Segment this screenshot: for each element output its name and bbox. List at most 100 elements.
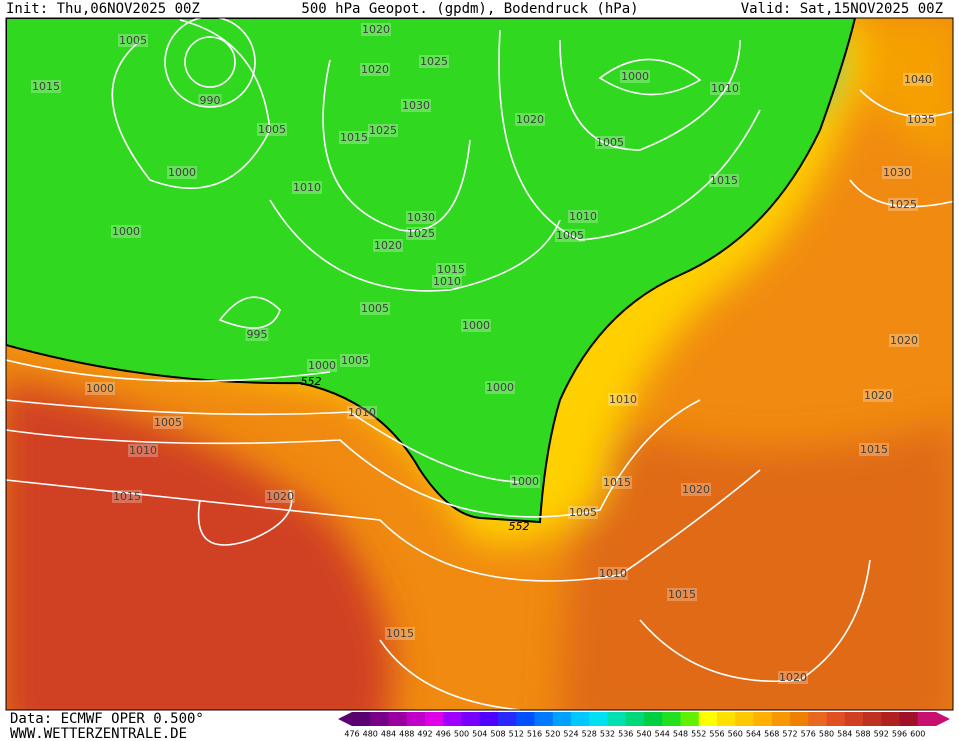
colorbar-cell [899, 712, 919, 726]
isobar-label: 1010 [129, 444, 157, 457]
isobar-label-bg [360, 302, 390, 315]
isobar-label: 1005 [154, 416, 182, 429]
colorbar-cell [625, 712, 645, 726]
isobar-label-bg [555, 229, 585, 242]
isobar-label-bg [111, 225, 141, 238]
isobar-label-bg [667, 588, 697, 601]
isobar-label-bg [373, 239, 403, 252]
isobar-label: 1000 [112, 225, 140, 238]
colorbar-label: 488 [399, 730, 414, 739]
colorbar-cell [662, 712, 681, 726]
isobar-label: 1005 [596, 136, 624, 149]
isobar-label: 1025 [889, 198, 917, 211]
isobar-label: 1000 [86, 382, 114, 395]
isobar-label-bg [265, 490, 295, 503]
isobar-label: 1020 [266, 490, 294, 503]
isobar-label-bg [368, 124, 398, 137]
isobar-label-bg [339, 131, 369, 144]
colorbar-label: 580 [819, 730, 834, 739]
colorbar-label: 576 [801, 730, 816, 739]
isobar-label: 1015 [603, 476, 631, 489]
colorbar-cell [352, 712, 371, 726]
colorbar-cell [680, 712, 700, 726]
isobar-label: 1020 [864, 389, 892, 402]
isobar-label: 1020 [682, 483, 710, 496]
isobar-label-bg [118, 34, 148, 47]
isobar-label: 1030 [407, 211, 435, 224]
colorbar-cell [826, 712, 846, 726]
contour-label: 552 [301, 375, 322, 388]
isobar-label-bg [859, 443, 889, 456]
isobar-label-bg [360, 63, 390, 76]
colorbar-cell [771, 712, 791, 726]
colorbar-cell [370, 712, 389, 726]
colorbar-label: 568 [764, 730, 779, 739]
isobar-label-bg [112, 490, 142, 503]
isobar-label: 1035 [907, 113, 935, 126]
colorbar-label: 528 [582, 730, 597, 739]
isobar-label: 1010 [348, 406, 376, 419]
isobar-label-bg [406, 211, 436, 224]
map-title: 500 hPa Geopot. (gpdm), Bodendruck (hPa) [301, 1, 638, 17]
isobar-label: 1020 [890, 334, 918, 347]
isobar-label: 1015 [668, 588, 696, 601]
isobar-label-bg [903, 73, 933, 86]
colorbar-label: 496 [436, 730, 451, 739]
isobar-label: 1015 [437, 263, 465, 276]
colorbar-label: 564 [746, 730, 761, 739]
isobar-label-bg [778, 671, 808, 684]
colorbar-label: 516 [527, 730, 542, 739]
isobar-label: 1005 [341, 354, 369, 367]
colorbar-label: 556 [709, 730, 724, 739]
colorbar-label: 532 [600, 730, 615, 739]
isobar-label-bg [340, 354, 370, 367]
isobar-label: 1005 [556, 229, 584, 242]
colorbar-cell [698, 712, 718, 726]
isobar-label-bg [602, 476, 632, 489]
isobar-label: 1000 [511, 475, 539, 488]
isobar-label-bg [385, 627, 415, 640]
isobar-label-bg [906, 113, 936, 126]
colorbar-label: 508 [490, 730, 505, 739]
isobar-label: 1040 [904, 73, 932, 86]
isobar-label-bg [889, 334, 919, 347]
isobar-label: 1000 [308, 359, 336, 372]
colorbar-cell [589, 712, 608, 726]
isobar-label: 1010 [609, 393, 637, 406]
isobar-label: 1015 [340, 131, 368, 144]
isobar-label-bg [595, 136, 625, 149]
isobar-label-bg [406, 227, 436, 240]
isobar-label: 1000 [462, 319, 490, 332]
isobar-label: 1015 [32, 80, 60, 93]
isobar-label-bg [436, 263, 466, 276]
isobar-label-bg [888, 198, 918, 211]
isobar-label: 1010 [433, 275, 461, 288]
colorbar-cell [844, 712, 864, 726]
colorbar-cell [881, 712, 900, 726]
colorbar-label: 476 [344, 730, 359, 739]
colorbar-cell [388, 712, 408, 726]
isobar-label-bg [347, 406, 377, 419]
colorbar-label: 492 [417, 730, 432, 739]
isobar-label-bg [882, 166, 912, 179]
isobar-label: 1020 [779, 671, 807, 684]
isobar-label-bg [568, 506, 598, 519]
isobar-label: 1010 [569, 210, 597, 223]
website: WWW.WETTERZENTRALE.DE [10, 726, 187, 741]
isobar-label-bg [292, 181, 322, 194]
contour-label: 552 [509, 520, 530, 533]
colorbar-label: 540 [636, 730, 651, 739]
isobar-label-bg [128, 444, 158, 457]
isobar-label-bg [85, 382, 115, 395]
isobar-label: 1010 [599, 567, 627, 580]
colorbar-label: 572 [782, 730, 797, 739]
colorbar-label: 548 [673, 730, 688, 739]
colorbar-label: 520 [545, 730, 560, 739]
colorbar-label: 600 [910, 730, 925, 739]
colorbar-cell [607, 712, 627, 726]
isobar-label: 1005 [119, 34, 147, 47]
isobar-label: 1015 [113, 490, 141, 503]
isobar-label-bg [709, 174, 739, 187]
